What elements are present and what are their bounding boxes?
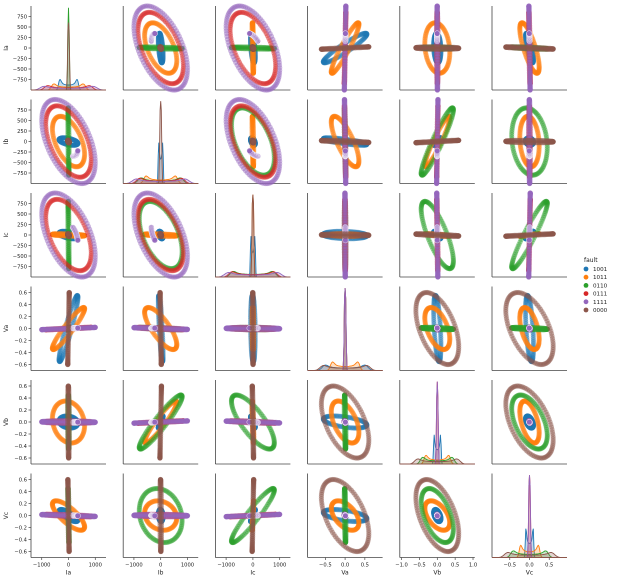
point-0000 <box>543 46 548 51</box>
point-0000 <box>66 140 71 145</box>
y-axis-label: Ib <box>3 139 10 145</box>
series-0000 <box>319 138 372 146</box>
point-1111 <box>247 148 253 154</box>
point-1111 <box>247 31 253 37</box>
kde-0000 <box>123 101 198 183</box>
series-0000 <box>319 44 372 52</box>
point-1111 <box>343 174 348 179</box>
y-tick-label: −500 <box>13 67 27 73</box>
point-0000 <box>157 46 162 51</box>
series-0000 <box>413 44 461 52</box>
y-tick-label: 750 <box>17 15 27 21</box>
y-tick-label: 0 <box>24 140 27 146</box>
point-1111 <box>527 31 533 37</box>
point-1111 <box>343 148 349 154</box>
cell-Ia-vs-Ib <box>123 3 198 92</box>
y-tick-label: 250 <box>17 36 27 42</box>
point-0110 <box>419 167 424 172</box>
y-tick-label: −250 <box>13 57 27 63</box>
point-1111 <box>136 48 141 53</box>
y-tick-label: 250 <box>17 129 27 135</box>
cell-Ib-vs-Ic <box>215 97 290 186</box>
cell-Ia-vs-Vb <box>400 3 475 92</box>
point-1111 <box>152 31 158 37</box>
cell-Ib-vs-Va <box>308 97 383 186</box>
point-1111 <box>75 148 81 154</box>
y-tick-label: 0 <box>24 46 27 52</box>
kde-0000 <box>31 23 106 91</box>
point-1011 <box>251 160 256 165</box>
point-0111 <box>271 169 276 174</box>
y-tick-label: −250 <box>13 150 27 156</box>
point-1111 <box>64 174 69 179</box>
point-0000 <box>349 46 354 51</box>
point-0000 <box>251 46 256 51</box>
point-1111 <box>343 31 349 37</box>
point-0000 <box>349 140 354 145</box>
point-1111 <box>274 48 279 53</box>
y-tick-label: −750 <box>13 171 27 177</box>
y-tick-label: 500 <box>17 25 27 31</box>
point-1111 <box>434 31 440 37</box>
point-0000 <box>414 46 419 51</box>
cell-Ia-vs-Ia: −750 −500 −250 0 250 500 750 Ia <box>3 6 106 90</box>
point-1111 <box>274 174 279 179</box>
cell-Ib-vs-Ib <box>123 100 198 184</box>
y-tick-label: −750 <box>13 78 27 84</box>
cell-Ib-vs-Vb <box>400 97 475 186</box>
y-tick-label: 500 <box>17 119 27 125</box>
cell-Ia-vs-Va <box>308 3 383 92</box>
series-0000 <box>503 44 556 52</box>
y-axis-label: Ia <box>3 45 10 51</box>
cell-Ib-vs-Ia: −750 −500 −250 0 250 500 750 Ib <box>3 97 106 186</box>
point-0000 <box>251 140 256 145</box>
y-tick-label: 750 <box>17 108 27 114</box>
cell-Ia-vs-Ic <box>215 3 290 92</box>
cell-Ia-vs-Vc <box>492 3 567 92</box>
y-tick-label: −500 <box>13 161 27 167</box>
